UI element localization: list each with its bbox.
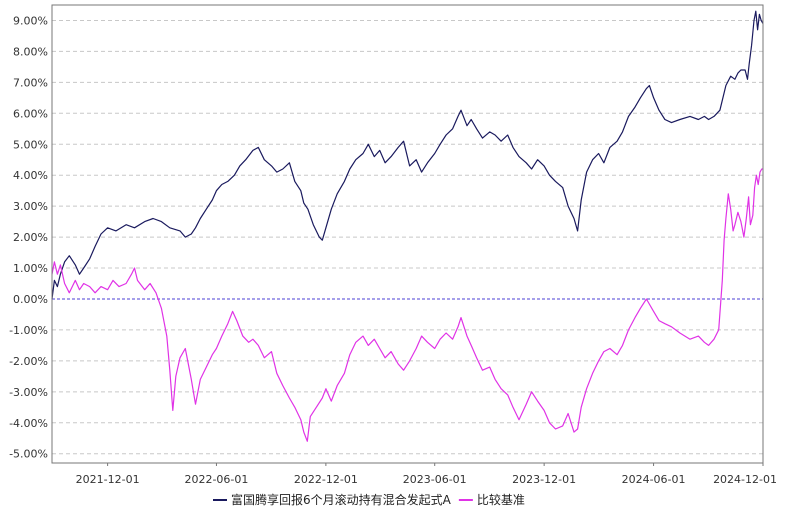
x-axis-ticks: 2021-12-01 2022-06-01 2022-12-01 2023-06-01…	[76, 463, 777, 486]
y-tick-label: 1.00%	[13, 262, 48, 275]
plot-frame	[51, 4, 764, 464]
x-tick-label: 2023-12-01	[512, 473, 576, 486]
x-tick-label: 2024-12-01	[713, 473, 777, 486]
grid	[52, 19, 763, 455]
y-tick-label: 9.00%	[13, 14, 48, 27]
legend: 富国腾享回报6个月滚动持有混合发起式A 比较基准	[213, 492, 525, 507]
benchmark-series-line	[51, 168, 763, 442]
y-tick-label: 4.00%	[13, 169, 48, 182]
y-tick-label: 5.00%	[13, 138, 48, 151]
fund-series-line	[51, 10, 764, 300]
x-tick-label: 2022-12-01	[294, 473, 358, 486]
x-tick-label: 2024-06-01	[622, 473, 686, 486]
y-tick-label: -2.00%	[9, 355, 48, 368]
y-tick-label: 8.00%	[13, 45, 48, 58]
y-tick-label: -4.00%	[9, 417, 48, 430]
y-tick-label: -3.00%	[9, 386, 48, 399]
series-layer	[51, 10, 764, 442]
x-tick-label: 2022-06-01	[184, 473, 248, 486]
x-tick-label: 2021-12-01	[76, 473, 140, 486]
y-tick-label: -5.00%	[9, 448, 48, 461]
y-tick-label: 7.00%	[13, 76, 48, 89]
y-tick-label: -1.00%	[9, 324, 48, 337]
legend-label-fund: 富国腾享回报6个月滚动持有混合发起式A	[231, 492, 452, 507]
x-tick-label: 2023-06-01	[403, 473, 467, 486]
y-tick-label: 3.00%	[13, 200, 48, 213]
y-axis-ticks: 9.00% 8.00% 7.00% 6.00% 5.00% 4.00% 3.00% 2.00%…	[9, 14, 48, 460]
legend-label-benchmark: 比较基准	[477, 492, 525, 507]
y-tick-label: 2.00%	[13, 231, 48, 244]
y-tick-label: 0.00%	[13, 293, 48, 306]
y-tick-label: 6.00%	[13, 107, 48, 120]
